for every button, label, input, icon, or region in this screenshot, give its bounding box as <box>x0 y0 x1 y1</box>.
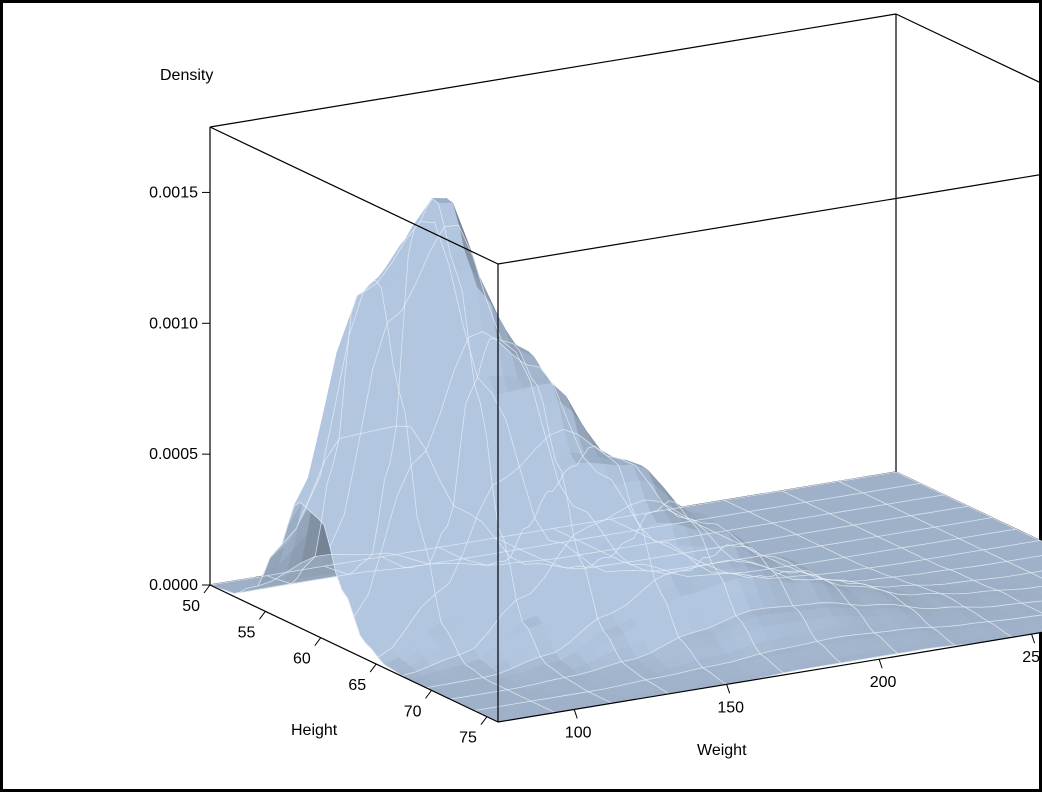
z-axis-label: Density <box>160 67 213 84</box>
weight-tick-label: 200 <box>870 674 897 691</box>
z-tick-label: 0.0010 <box>149 315 198 332</box>
z-tick-label: 0.0015 <box>149 184 198 201</box>
height-tick-label: 60 <box>293 651 311 668</box>
height-tick-label: 55 <box>238 624 256 641</box>
y-axis-label: Weight <box>697 742 747 759</box>
x-axis-label: Height <box>291 722 338 739</box>
height-tick-label: 65 <box>348 677 366 694</box>
z-tick-label: 0.0005 <box>149 446 198 463</box>
weight-tick-label: 100 <box>565 724 592 741</box>
weight-tick-label: 250 <box>1022 649 1042 666</box>
height-tick-label: 75 <box>459 730 477 747</box>
weight-tick-label: 150 <box>717 699 744 716</box>
height-tick-label: 70 <box>404 703 422 720</box>
height-tick-label: 50 <box>182 598 200 615</box>
z-tick-label: 0.0000 <box>149 577 198 594</box>
